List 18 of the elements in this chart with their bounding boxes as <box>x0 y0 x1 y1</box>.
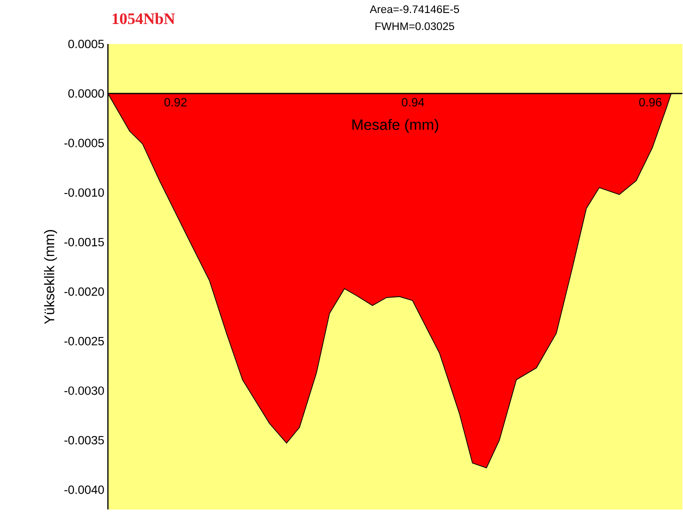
y-tick-label: -0.0025 <box>64 337 104 346</box>
y-tick-label: -0.0040 <box>64 486 104 494</box>
y-tick-label: -0.0010 <box>64 188 104 198</box>
y-tick-label: -0.0015 <box>64 238 104 247</box>
y-tick-label: -0.0020 <box>64 288 104 296</box>
x-tick-label: 0.94 <box>402 98 424 107</box>
y-tick-label: -0.0030 <box>64 386 104 396</box>
y-tick-label: 0.0000 <box>68 90 104 98</box>
x-tick-label: 0.96 <box>639 98 662 107</box>
x-tick-label: 0.92 <box>164 98 187 107</box>
chart-title: 1054NbN <box>112 13 175 24</box>
y-tick-label: -0.0005 <box>64 139 104 148</box>
y-tick-label: -0.0035 <box>64 436 104 445</box>
y-tick-label: 0.0005 <box>68 40 104 48</box>
x-axis-title: Mesafe (mm) <box>352 119 438 134</box>
text: Area=-9.74146E-5 <box>370 6 460 14</box>
y-axis-title: Yükseklik (mm) <box>44 230 58 324</box>
text: FWHM=0.03025 <box>376 22 454 30</box>
